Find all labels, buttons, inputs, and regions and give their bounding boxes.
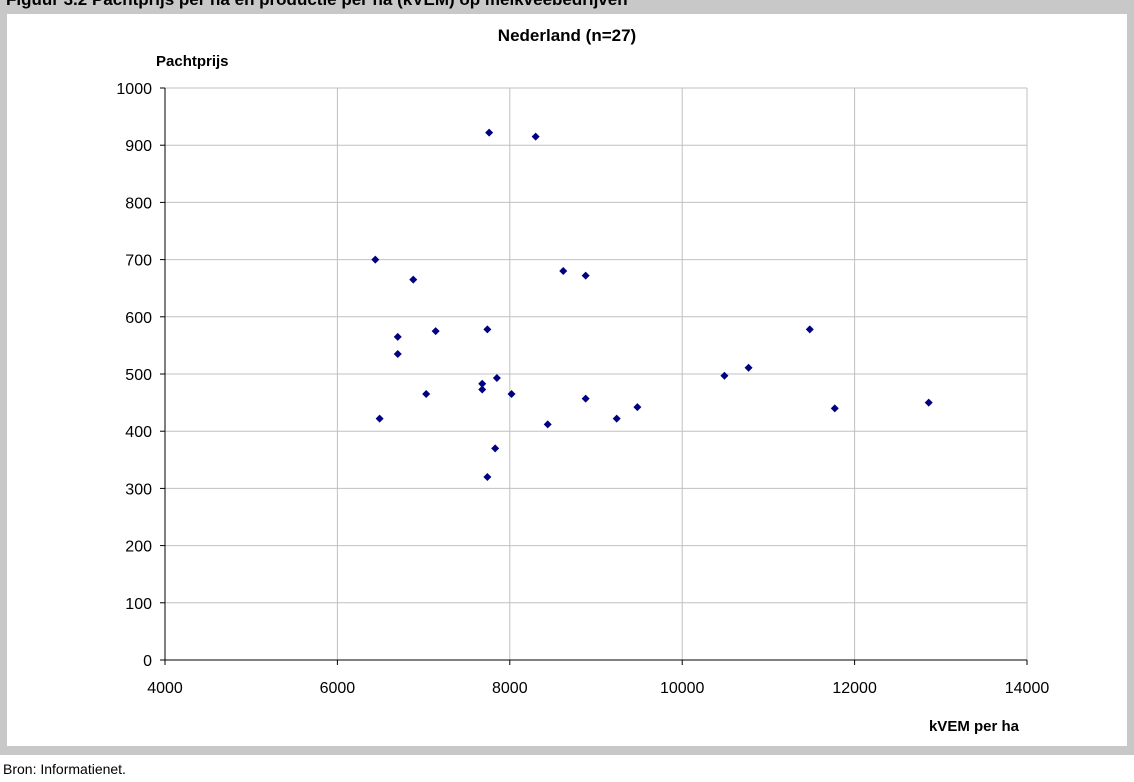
data-point (485, 128, 494, 137)
scatter-chart: 0 100 200 300 400 500 600 700 800 900 1000 4000 6000… (116, 26, 1049, 735)
frame-left-border (0, 14, 7, 754)
axis-layer (160, 87, 1028, 665)
y-tick-label: 600 (125, 310, 152, 327)
data-point (612, 414, 621, 423)
data-point (559, 267, 568, 276)
data-points-layer (371, 128, 933, 481)
grid-layer (165, 87, 1028, 660)
data-point (491, 444, 500, 453)
data-point (422, 390, 431, 399)
data-point (393, 349, 402, 358)
data-point (431, 327, 440, 336)
frame-bottom-border (0, 746, 1134, 755)
data-point (720, 371, 729, 380)
y-tick-label: 100 (125, 596, 152, 613)
frame-right-border (1127, 14, 1134, 754)
data-point (371, 255, 380, 264)
data-point (805, 325, 814, 334)
x-tick-label: 12000 (832, 680, 877, 697)
data-point (633, 403, 642, 412)
data-point (543, 420, 552, 429)
data-point (393, 332, 402, 341)
y-tick-label: 900 (125, 138, 152, 155)
x-tick-label: 10000 (660, 680, 705, 697)
data-point (409, 275, 418, 284)
data-point (478, 385, 487, 394)
data-point (581, 394, 590, 403)
data-point (581, 271, 590, 280)
data-point (478, 379, 487, 388)
data-point (531, 132, 540, 141)
data-point (830, 404, 839, 413)
data-point (483, 472, 492, 481)
y-tick-label: 500 (125, 367, 152, 384)
y-tick-label: 200 (125, 539, 152, 556)
y-tick-label: 300 (125, 481, 152, 498)
y-tick-label: 700 (125, 253, 152, 270)
y-tick-label: 400 (125, 424, 152, 441)
x-axis-label: kVEM per ha (929, 718, 1020, 735)
data-point (375, 414, 384, 423)
data-point (492, 374, 501, 383)
tick-label-layer: 0 100 200 300 400 500 600 700 800 900 1000 4000 6000… (116, 81, 1049, 697)
figure-caption-strip: Figuur 3.2 Pachtprijs per ha en producti… (0, 0, 1134, 14)
y-tick-label: 0 (143, 653, 152, 670)
data-point (744, 363, 753, 372)
x-tick-label: 8000 (492, 680, 528, 697)
x-tick-label: 4000 (147, 680, 183, 697)
data-point (924, 398, 933, 407)
x-tick-label: 14000 (1005, 680, 1050, 697)
y-tick-label: 1000 (116, 81, 152, 98)
data-point (483, 325, 492, 334)
figure-caption-text: Figuur 3.2 Pachtprijs per ha en producti… (6, 0, 628, 10)
data-point (507, 390, 516, 399)
chart-area: 0 100 200 300 400 500 600 700 800 900 1000 4000 6000… (7, 14, 1127, 746)
y-tick-label: 800 (125, 195, 152, 212)
x-tick-label: 6000 (320, 680, 356, 697)
y-axis-label: Pachtprijs (156, 53, 229, 70)
chart-title: Nederland (n=27) (498, 26, 636, 45)
source-note: Bron: Informatienet. (3, 761, 126, 777)
